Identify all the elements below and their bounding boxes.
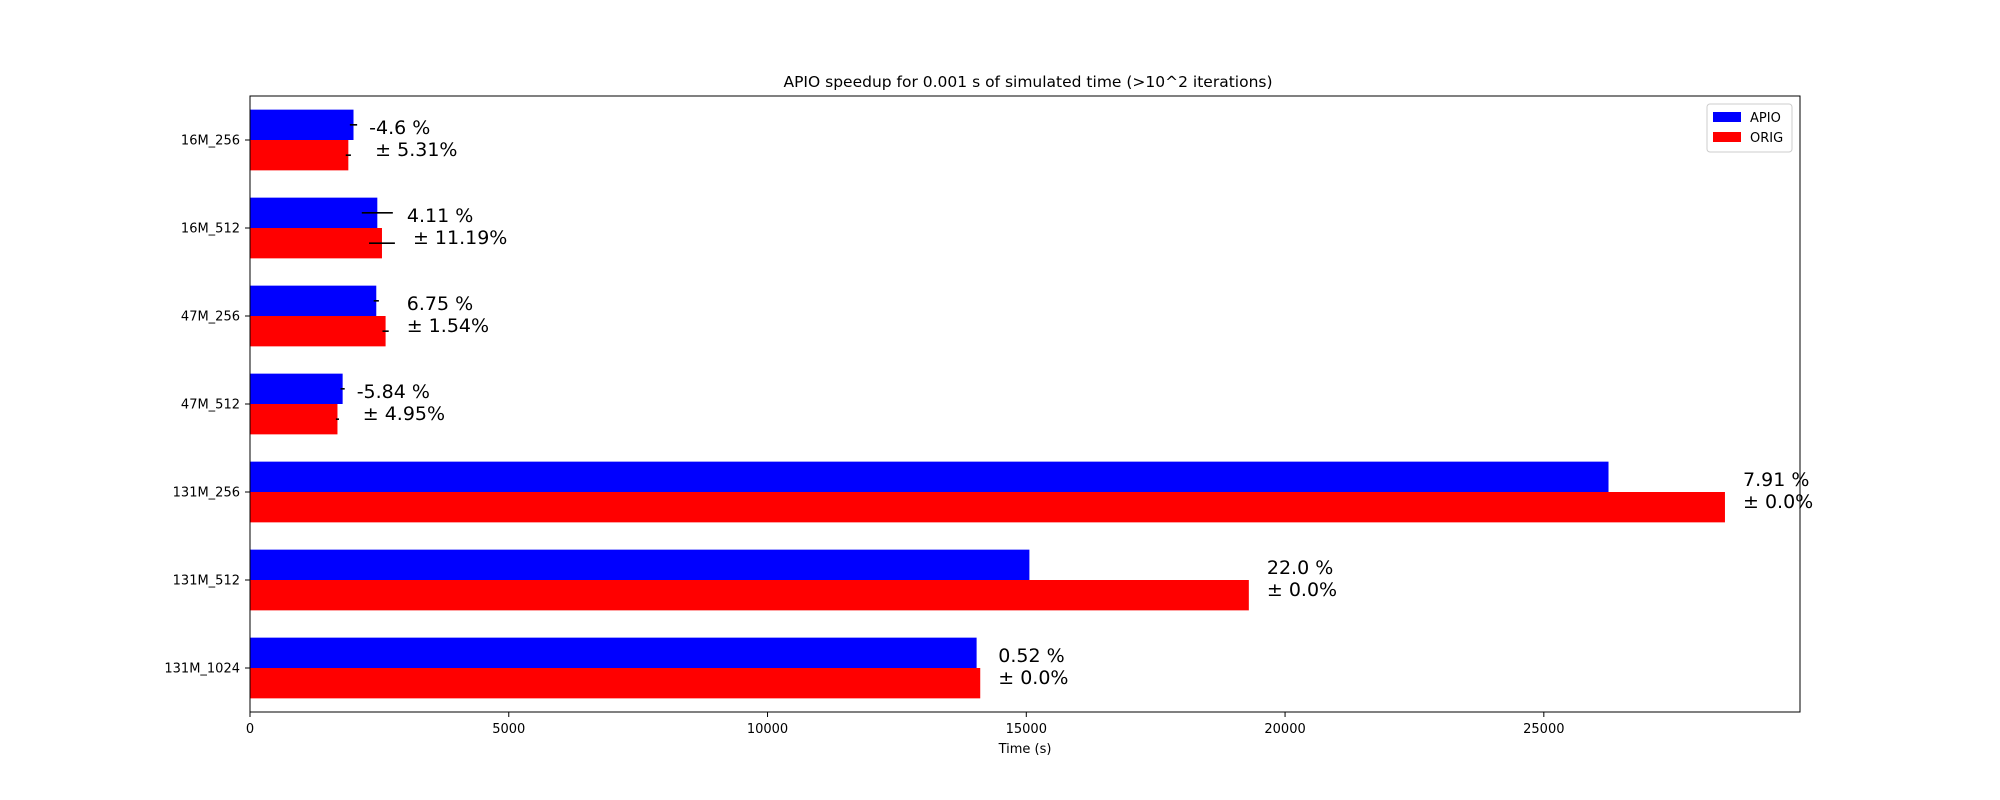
bar-orig-131m_256 <box>250 492 1725 523</box>
legend-swatch-apio <box>1713 112 1741 122</box>
speedup-annotation: 6.75 % <box>401 293 473 315</box>
x-tick-label: 5000 <box>492 722 525 737</box>
speedup-error-annotation: ± 11.19% <box>407 227 507 249</box>
speedup-error-annotation: ± 0.0% <box>992 667 1068 689</box>
y-tick-label: 16M_512 <box>181 222 240 237</box>
bar-orig-47m_256 <box>250 316 386 347</box>
y-tick-label: 47M_512 <box>181 398 240 413</box>
x-tick-label: 15000 <box>1006 722 1047 737</box>
x-axis-label: Time (s) <box>998 742 1052 757</box>
bar-orig-16m_512 <box>250 228 382 259</box>
x-axis: 0 5000 10000 15000 20000 25000 <box>246 712 1565 737</box>
plot-frame <box>249 95 1801 713</box>
y-tick-label: 131M_256 <box>173 486 240 501</box>
speedup-error-annotation: ± 5.31% <box>369 139 457 161</box>
bar-apio-16m_512 <box>250 197 378 228</box>
x-tick-label: 25000 <box>1523 722 1564 737</box>
y-tick-label: 47M_256 <box>181 310 240 325</box>
bar-orig-131m_1024 <box>250 668 981 699</box>
speedup-error-annotation: ± 1.54% <box>401 315 489 337</box>
x-tick-label: 10000 <box>747 722 788 737</box>
y-tick-label: 16M_256 <box>181 134 240 149</box>
speedup-annotation: 22.0 % <box>1261 557 1333 579</box>
speedup-error-annotation: ± 4.95% <box>357 403 445 425</box>
legend-swatch-orig <box>1713 132 1741 142</box>
annotations-layer: -4.6 % ± 5.31% 4.11 % ± 11.19% 6.75 % ± 1… <box>357 117 1814 689</box>
chart-title: APIO speedup for 0.001 s of simulated ti… <box>783 73 1272 91</box>
speedup-error-annotation: ± 0.0% <box>1737 491 1813 513</box>
bar-apio-47m_512 <box>250 373 343 404</box>
speedup-annotation: 0.52 % <box>992 645 1064 667</box>
legend-label-orig: ORIG <box>1750 131 1783 146</box>
speedup-annotation: 4.11 % <box>407 205 473 227</box>
bar-orig-47m_512 <box>250 404 338 435</box>
bar-apio-16m_256 <box>250 109 354 140</box>
speedup-annotation: -4.6 % <box>369 117 430 139</box>
speedup-annotation: 7.91 % <box>1737 469 1809 491</box>
bar-orig-131m_512 <box>250 580 1249 611</box>
legend-label-apio: APIO <box>1750 111 1781 126</box>
y-tick-label: 131M_512 <box>173 574 240 589</box>
bar-orig-16m_256 <box>250 140 349 171</box>
errorbars-layer <box>335 124 395 420</box>
speedup-annotation: -5.84 % <box>357 381 430 403</box>
y-tick-label: 131M_1024 <box>164 662 240 677</box>
speedup-error-annotation: ± 0.0% <box>1261 579 1337 601</box>
x-tick-label: 0 <box>246 722 254 737</box>
bar-apio-131m_1024 <box>250 637 977 668</box>
bar-apio-131m_512 <box>250 549 1030 580</box>
y-axis: 16M_256 16M_512 47M_256 47M_512 131M_256 131M… <box>164 134 250 677</box>
x-tick-label: 20000 <box>1264 722 1305 737</box>
bar-apio-47m_256 <box>250 285 377 316</box>
bar-apio-131m_256 <box>250 461 1609 492</box>
bars-layer <box>250 109 1725 699</box>
legend: APIO ORIG <box>1706 103 1793 153</box>
